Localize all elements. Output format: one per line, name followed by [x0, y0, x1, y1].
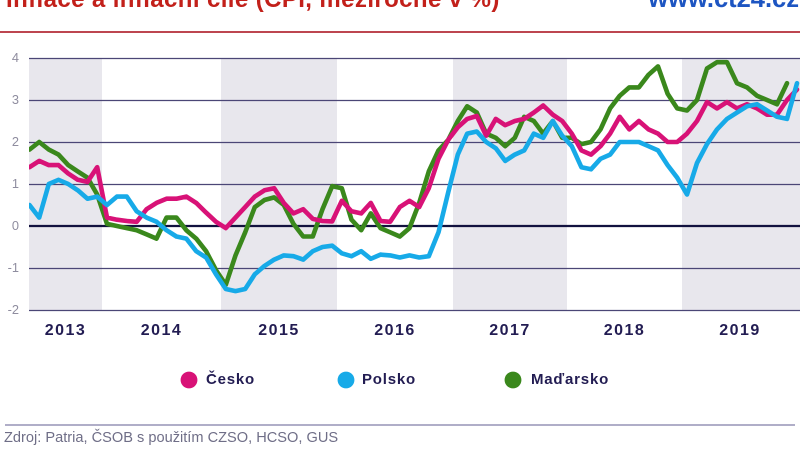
svg-text:2: 2 — [12, 134, 19, 149]
svg-text:-2: -2 — [8, 302, 19, 317]
svg-text:2019: 2019 — [719, 322, 761, 339]
svg-text:-1: -1 — [8, 260, 19, 275]
svg-text:Česko: Česko — [206, 370, 255, 388]
svg-text:0: 0 — [12, 218, 19, 233]
svg-text:Polsko: Polsko — [362, 371, 416, 388]
svg-text:2013: 2013 — [45, 322, 87, 339]
svg-text:2016: 2016 — [374, 322, 416, 339]
svg-text:4: 4 — [12, 50, 19, 65]
svg-text:1: 1 — [12, 176, 19, 191]
svg-text:2017: 2017 — [489, 322, 531, 339]
svg-text:2014: 2014 — [141, 322, 183, 339]
svg-text:2018: 2018 — [604, 322, 646, 339]
svg-text:Maďarsko: Maďarsko — [531, 371, 609, 388]
svg-text:2015: 2015 — [258, 322, 300, 339]
svg-text:3: 3 — [12, 92, 19, 107]
